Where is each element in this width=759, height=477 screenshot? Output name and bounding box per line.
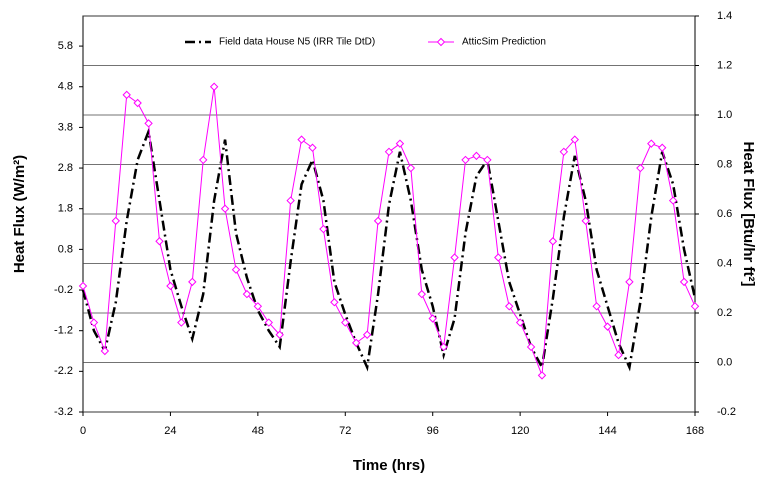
x-tick-label: 0 [80,425,86,437]
data-point [253,302,263,311]
y2-tick-label: -0.2 [717,406,736,418]
data-point [286,196,295,205]
y-tick-label: 2.8 [58,162,73,174]
y2-tick-label: 0.4 [717,257,732,269]
data-point [373,216,383,226]
y2-tick-label: 0.6 [717,208,732,220]
data-point [395,139,405,148]
data-point [406,163,416,173]
y2-tick-label: 0.2 [717,307,732,319]
data-point [690,302,700,311]
y-tick-label: 4.8 [58,81,73,93]
y-tick-label: -2.2 [54,365,73,377]
legend-marker [436,37,446,47]
data-point [144,119,153,128]
data-point [242,289,252,299]
data-point [275,330,284,339]
x-tick-label: 72 [339,425,351,437]
data-point [625,277,634,287]
y-axis-label: Heat Flux (W/m²) [11,155,28,273]
data-point [319,224,328,234]
data-point [297,135,306,144]
data-point [417,289,426,299]
data-point [581,216,590,226]
data-point [155,237,164,246]
x-tick-label: 120 [511,425,529,437]
data-point [352,338,361,348]
series-line [81,126,697,372]
data-point [308,143,317,152]
y-tick-label: -3.2 [54,406,73,418]
series-line [82,86,696,376]
data-point [188,277,197,287]
x-tick-label: 48 [252,425,264,437]
y2-tick-label: 0.8 [717,158,732,170]
data-point [505,302,514,311]
y-tick-label: -0.2 [54,284,73,296]
x-tick-label: 96 [427,425,439,437]
data-point [264,318,273,327]
data-point [679,277,689,287]
y2-tick-label: 1.4 [717,10,732,22]
data-point [658,143,667,152]
data-point [592,302,601,311]
data-point [231,265,241,274]
y-tick-label: -1.2 [54,325,73,337]
data-point [461,155,470,165]
data-point [177,318,186,327]
data-point [548,237,558,246]
legend-label: Field data House N5 (IRR Tile DtD) [219,37,375,48]
data-point [537,371,547,380]
data-point [559,147,569,157]
data-point [199,155,208,165]
x-tick-label: 24 [164,425,176,437]
data-point [362,330,372,339]
x-tick-label: 144 [598,425,616,437]
data-point [330,298,339,307]
data-point [494,253,503,262]
data-point [614,350,623,360]
data-point [166,281,175,291]
y-tick-label: 1.8 [58,203,73,215]
legend-label: AtticSim Prediction [462,37,546,48]
data-point [220,204,230,213]
y-tick-label: 3.8 [58,121,73,133]
data-point [439,342,448,352]
x-axis-label: Time (hrs) [353,457,425,474]
data-point [483,155,492,165]
y2-axis-label: Heat Flux [Btu/hr ft²] [740,142,757,287]
y-tick-label: 5.8 [58,40,73,52]
y-tick-label: 0.8 [58,243,73,255]
data-point [89,318,99,327]
data-point [472,151,481,161]
data-point [603,322,612,331]
data-point [668,196,678,205]
data-point [209,82,219,91]
data-point [570,135,579,144]
data-point [111,216,120,226]
y2-tick-label: 1.2 [717,59,732,71]
y2-tick-label: 0.0 [717,356,732,368]
data-point [100,346,110,356]
x-tick-label: 168 [686,425,704,437]
data-point [122,90,131,100]
data-point [636,163,645,173]
data-point [384,147,394,157]
data-point [133,98,142,108]
data-point [428,314,437,323]
data-point [341,318,350,327]
data-point [647,139,656,148]
data-point [515,318,525,327]
y2-tick-label: 1.0 [717,109,732,121]
data-point [450,253,459,262]
data-point [78,281,88,291]
data-point [526,342,536,352]
